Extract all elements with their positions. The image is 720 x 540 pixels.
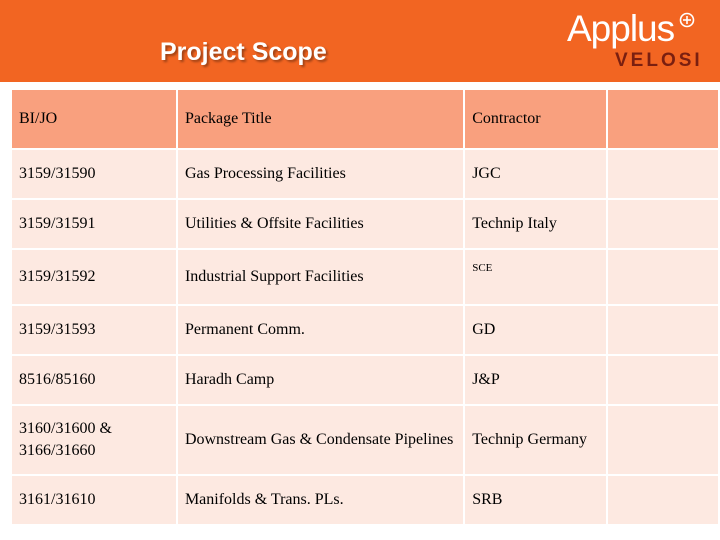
column-header-blank [608,90,718,148]
table-row: 8516/85160 Haradh Camp J&P [12,356,718,404]
cell-blank [608,200,718,248]
table-row: 3161/31610 Manifolds & Trans. PLs. SRB [12,476,718,524]
table-row: 3160/31600 & 3166/31660 Downstream Gas &… [12,406,718,474]
cell-package-title: Industrial Support Facilities [177,250,464,304]
cell-blank [608,150,718,198]
cell-bijo: 3160/31600 & 3166/31660 [12,406,176,474]
cell-contractor: JGC [465,150,607,198]
cell-blank [608,306,718,354]
cell-contractor: SCE [465,250,607,304]
column-header-package-title: Package Title [177,90,464,148]
cell-package-title: Haradh Camp [177,356,464,404]
cell-bijo: 3161/31610 [12,476,176,524]
cell-contractor: SRB [465,476,607,524]
cell-blank [608,356,718,404]
logo-tagline: VELOSI [615,50,703,71]
page-title: Project Scope [160,38,327,66]
table-header-row: BI/JO Package Title Contractor [12,90,718,148]
cell-blank [608,406,718,474]
column-header-bijo: BI/JO [12,90,176,148]
title-bar: Project Scope Applus VELOSI [0,0,720,82]
cell-package-title: Permanent Comm. [177,306,464,354]
cell-package-title: Utilities & Offsite Facilities [177,200,464,248]
cell-package-title: Manifolds & Trans. PLs. [177,476,464,524]
cell-contractor: GD [465,306,607,354]
cell-blank [608,476,718,524]
project-scope-table: BI/JO Package Title Contractor 3159/3159… [10,88,720,526]
cell-bijo: 3159/31592 [12,250,176,304]
plus-circle-icon [679,12,695,28]
cell-blank [608,250,718,304]
cell-contractor: J&P [465,356,607,404]
cell-bijo: 3159/31591 [12,200,176,248]
table-row: 3159/31592 Industrial Support Facilities… [12,250,718,304]
logo-brand: Applus [567,8,675,49]
cell-package-title: Downstream Gas & Condensate Pipelines [177,406,464,474]
cell-contractor: Technip Italy [465,200,607,248]
cell-bijo: 8516/85160 [12,356,176,404]
cell-package-title: Gas Processing Facilities [177,150,464,198]
table-row: 3159/31591 Utilities & Offsite Facilitie… [12,200,718,248]
company-logo: Applus VELOSI [567,10,712,74]
cell-bijo: 3159/31590 [12,150,176,198]
contractor-label-small: SCE [472,262,493,274]
column-header-contractor: Contractor [465,90,607,148]
cell-bijo: 3159/31593 [12,306,176,354]
table-row: 3159/31593 Permanent Comm. GD [12,306,718,354]
table-row: 3159/31590 Gas Processing Facilities JGC [12,150,718,198]
cell-contractor: Technip Germany [465,406,607,474]
